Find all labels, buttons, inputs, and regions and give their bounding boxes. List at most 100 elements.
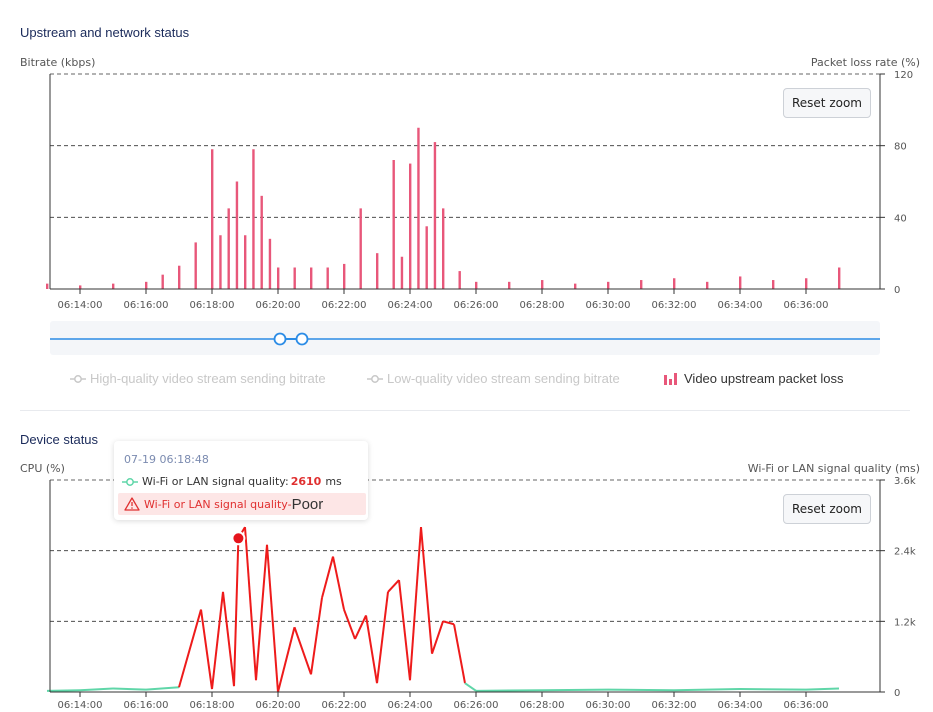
- line-marker-icon: [367, 374, 383, 383]
- line-marker-icon: [70, 374, 86, 383]
- packet-loss-bar: [574, 283, 577, 289]
- x-tick-label: 06:34:00: [718, 300, 763, 311]
- hover-point-marker: [231, 531, 246, 546]
- upstream-y-ticks: 0 40 80 120: [880, 70, 913, 296]
- packet-loss-bar: [673, 278, 676, 289]
- y-tick-label: 0: [894, 688, 900, 699]
- tooltip-metric-unit: ms: [325, 475, 342, 488]
- packet-loss-bar: [343, 263, 346, 289]
- x-tick-label: 06:32:00: [652, 700, 697, 711]
- signal-line-segment: [398, 580, 411, 681]
- packet-loss-bar: [400, 256, 404, 289]
- device-x-ticks: 06:14:00 06:16:00 06:18:00 06:20:00 06:22:00…: [58, 692, 828, 711]
- signal-line-segment: [420, 527, 433, 654]
- legend-low-quality-bitrate[interactable]: Low-quality video stream sending bitrate: [367, 371, 620, 386]
- signal-line-segment: [46, 689, 81, 692]
- signal-line-segment: [266, 544, 279, 693]
- range-slider-right-handle: [295, 332, 309, 346]
- packet-loss-bar: [145, 281, 148, 289]
- range-slider-left-handle: [273, 332, 287, 346]
- x-tick-label: 06:22:00: [322, 700, 367, 711]
- x-tick-label: 06:34:00: [718, 700, 763, 711]
- legend-high-quality-bitrate[interactable]: High-quality video stream sending bitrat…: [70, 371, 326, 386]
- upstream-chart: 06:14:00 06:16:00 06:18:00 06:20:00 06:22:00…: [46, 70, 913, 311]
- signal-line-segment: [376, 591, 389, 684]
- packet-loss-bar: [79, 285, 82, 289]
- tooltip-time: 07-19 06:18:48: [124, 453, 209, 466]
- x-tick-label: 06:28:00: [520, 700, 565, 711]
- packet-loss-bar: [112, 283, 115, 289]
- range-slider-track[interactable]: [50, 321, 880, 355]
- upstream-left-axis-label: Bitrate (kbps): [20, 56, 96, 69]
- device-right-axis-label: Wi-Fi or LAN signal quality (ms): [747, 462, 920, 475]
- x-tick-label: 06:16:00: [124, 300, 169, 311]
- packet-loss-bar: [838, 267, 841, 289]
- x-tick-label: 06:36:00: [784, 300, 829, 311]
- signal-line-segment: [277, 626, 296, 693]
- signal-line-segment: [178, 609, 202, 688]
- packet-loss-bar: [772, 280, 775, 289]
- warning-icon: [124, 497, 140, 511]
- signal-line-segment: [321, 556, 334, 599]
- packet-loss-bar: [607, 281, 610, 289]
- signal-line-segment: [739, 688, 807, 691]
- y-tick-label: 1.2k: [894, 617, 916, 628]
- tooltip-metric-label: Wi-Fi or LAN signal quality:: [142, 475, 289, 488]
- x-tick-label: 06:22:00: [322, 300, 367, 311]
- device-reset-zoom-button[interactable]: Reset zoom: [783, 494, 871, 524]
- signal-line-segment: [255, 544, 268, 681]
- tooltip-status-label: Wi-Fi or LAN signal quality-: [144, 497, 292, 511]
- packet-loss-bar: [739, 276, 742, 289]
- device-chart: 06:14:00 06:16:00 06:18:00 06:20:00 06:22:00…: [46, 476, 916, 711]
- device-y-ticks: 0 1.2k 2.4k 3.6k: [880, 476, 916, 699]
- signal-line-segment: [673, 688, 741, 692]
- packet-loss-bar: [425, 226, 428, 289]
- legend-label: High-quality video stream sending bitrat…: [90, 371, 326, 386]
- signal-line-segment: [343, 609, 356, 640]
- bar-icon: [664, 372, 677, 385]
- x-tick-label: 06:30:00: [586, 300, 631, 311]
- y-tick-label: 2.4k: [894, 547, 916, 558]
- packet-loss-bar: [376, 253, 379, 289]
- signal-line-segment: [387, 579, 400, 593]
- y-tick-label: 120: [894, 70, 913, 81]
- signal-line-segment: [310, 597, 323, 675]
- packet-loss-bar: [433, 142, 437, 289]
- device-gridlines: [50, 479, 880, 622]
- upstream-right-axis-label: Packet loss rate (%): [810, 56, 920, 69]
- y-tick-label: 80: [894, 142, 907, 153]
- x-tick-label: 06:20:00: [256, 700, 301, 711]
- device-section-title: Device status: [20, 432, 99, 447]
- section-divider: [20, 410, 910, 411]
- tooltip-metric-row: Wi-Fi or LAN signal quality: 2610 ms: [122, 475, 342, 488]
- packet-loss-bar: [417, 127, 420, 289]
- packet-loss-bar: [409, 163, 412, 289]
- signal-line-segment: [354, 615, 367, 640]
- upstream-x-ticks: 06:14:00 06:16:00 06:18:00 06:20:00 06:22:00…: [58, 289, 829, 311]
- packet-loss-bar: [359, 208, 362, 289]
- range-slider[interactable]: [0, 320, 933, 360]
- packet-loss-bar: [640, 280, 643, 289]
- packet-loss-bar: [442, 208, 445, 289]
- packet-loss-bar: [508, 281, 511, 289]
- signal-line-segment: [805, 687, 840, 691]
- signal-line-segment: [464, 682, 477, 692]
- packet-loss-bar: [260, 195, 263, 289]
- legend-video-packet-loss[interactable]: Video upstream packet loss: [664, 371, 843, 386]
- signal-line-segment: [200, 609, 213, 690]
- signal-line-segment: [409, 527, 422, 681]
- packet-loss-bar: [46, 283, 49, 289]
- upstream-bars: [46, 127, 841, 289]
- device-left-axis-label: CPU (%): [20, 462, 65, 475]
- y-tick-label: 40: [894, 213, 907, 224]
- x-tick-label: 06:26:00: [454, 700, 499, 711]
- x-tick-label: 06:18:00: [190, 300, 235, 311]
- signal-line-segment: [541, 688, 609, 692]
- signal-line-segment: [332, 556, 345, 610]
- chart-tooltip: 07-19 06:18:48 Wi-Fi or LAN signal quali…: [114, 441, 368, 520]
- x-tick-label: 06:20:00: [256, 300, 301, 311]
- signal-line-segment: [475, 689, 543, 692]
- signal-line-segment: [607, 688, 675, 692]
- y-tick-label: 3.6k: [894, 476, 916, 487]
- upstream-reset-zoom-button[interactable]: Reset zoom: [783, 88, 871, 118]
